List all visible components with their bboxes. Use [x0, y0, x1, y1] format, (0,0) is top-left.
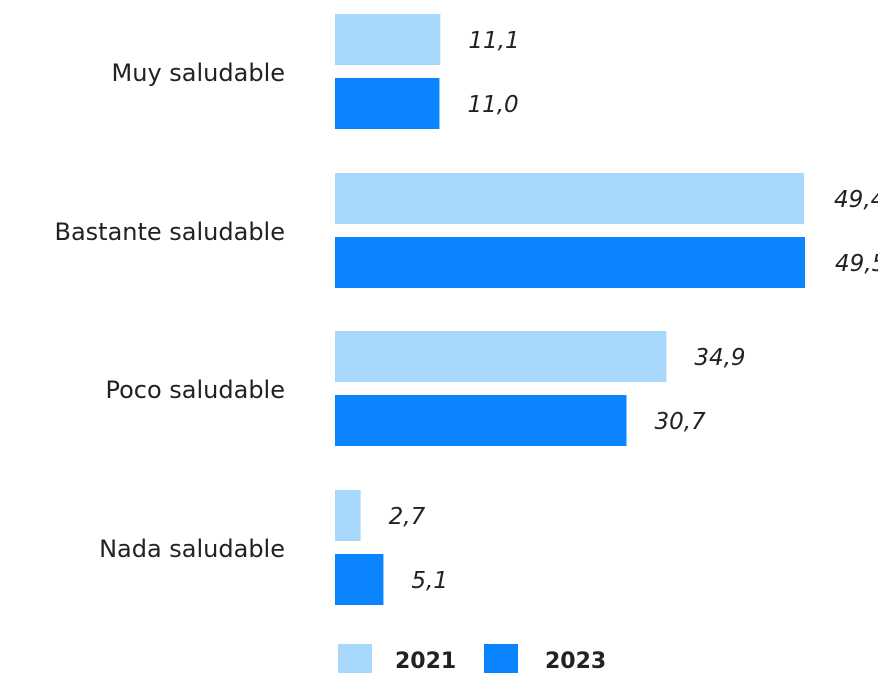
legend-label: 2023 [545, 649, 606, 673]
value-label: 49,5 [835, 251, 878, 277]
value-label: 2,7 [389, 504, 426, 530]
category-label: Muy saludable [112, 59, 285, 87]
bar-2023 [335, 78, 440, 129]
category-label: Poco saludable [105, 376, 285, 404]
value-label: 11,1 [468, 28, 519, 54]
bar-2021 [335, 14, 441, 65]
value-label: 30,7 [654, 409, 706, 435]
value-label: 34,9 [694, 345, 745, 371]
value-label: 11,0 [467, 92, 518, 118]
category-label: Bastante saludable [54, 218, 285, 246]
legend-swatch-2023 [484, 644, 518, 673]
value-label: 5,1 [411, 568, 448, 594]
legend-swatch-2021 [338, 644, 372, 673]
bar-2023 [335, 237, 805, 288]
legend-label: 2021 [395, 649, 456, 673]
bar-2023 [335, 554, 384, 605]
bar-2023 [335, 395, 627, 446]
bar-2021 [335, 490, 361, 541]
bar-2021 [335, 331, 667, 382]
value-label: 49,4 [834, 187, 878, 213]
category-label: Nada saludable [99, 535, 285, 563]
bar-2021 [335, 173, 805, 224]
